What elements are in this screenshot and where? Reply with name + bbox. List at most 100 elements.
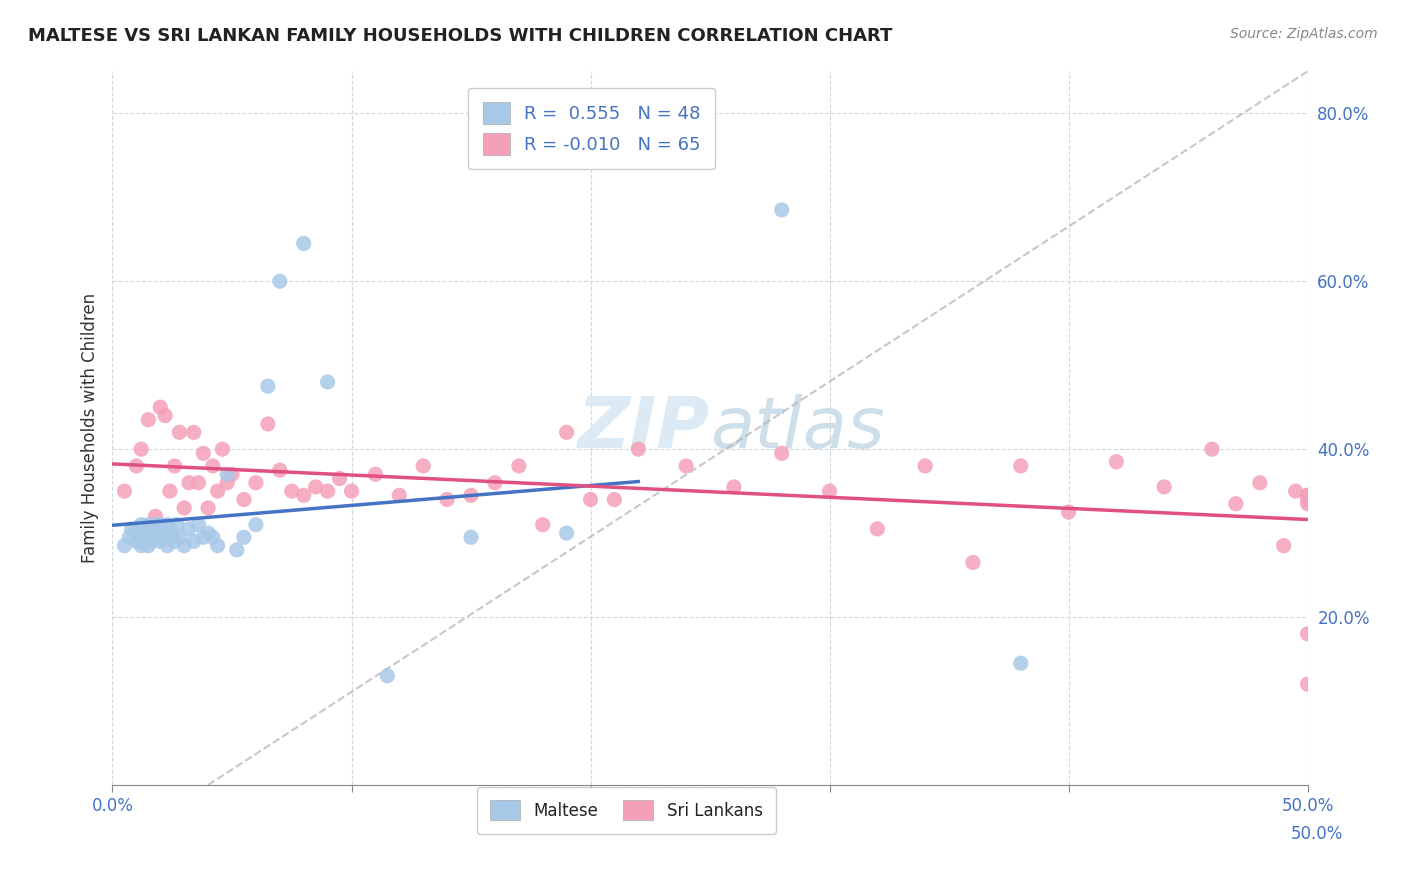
Point [145, 517, 167, 532]
Point [187, 517, 209, 532]
Point [177, 522, 200, 536]
Point [257, 417, 280, 431]
Point [149, 400, 172, 414]
Point [1296, 492, 1319, 507]
Legend: Maltese, Sri Lankans: Maltese, Sri Lankans [477, 787, 776, 834]
Point [1296, 677, 1319, 691]
Point [166, 517, 188, 532]
Point [169, 530, 191, 544]
Point [508, 458, 530, 473]
Point [866, 522, 889, 536]
Point [207, 484, 229, 499]
Point [169, 425, 191, 440]
Point [114, 539, 135, 553]
Point [1296, 488, 1319, 502]
Point [603, 492, 626, 507]
Point [233, 492, 256, 507]
Point [173, 500, 195, 515]
Point [187, 475, 209, 490]
Point [1272, 539, 1295, 553]
Point [818, 484, 841, 499]
Point [269, 274, 291, 288]
Point [129, 442, 152, 457]
Point [1296, 488, 1319, 502]
Point [579, 492, 602, 507]
Point [183, 425, 205, 440]
Point [138, 517, 160, 532]
Point [211, 442, 233, 457]
Point [269, 463, 291, 477]
Point [675, 458, 697, 473]
Point [1201, 442, 1223, 457]
Point [555, 425, 578, 440]
Point [1285, 484, 1308, 499]
Point [329, 471, 352, 485]
Point [138, 413, 160, 427]
Point [149, 517, 172, 532]
Point [149, 534, 172, 549]
Point [460, 488, 482, 502]
Point [197, 500, 219, 515]
Point [1010, 657, 1032, 671]
Point [193, 446, 215, 460]
Point [292, 236, 315, 251]
Point [225, 542, 247, 557]
Point [245, 517, 267, 532]
Point [153, 409, 176, 423]
Point [177, 475, 200, 490]
Text: atlas: atlas [710, 393, 884, 463]
Point [159, 530, 181, 544]
Point [305, 480, 328, 494]
Point [142, 522, 165, 536]
Point [962, 556, 984, 570]
Point [377, 669, 399, 683]
Point [193, 530, 215, 544]
Point [129, 517, 152, 532]
Point [436, 492, 458, 507]
Point [125, 458, 148, 473]
Point [121, 522, 143, 536]
Point [484, 475, 506, 490]
Text: ZIP: ZIP [578, 393, 710, 463]
Point [412, 458, 434, 473]
Point [555, 526, 578, 541]
Point [723, 480, 745, 494]
Point [770, 446, 793, 460]
Point [1153, 480, 1175, 494]
Point [245, 475, 267, 490]
Point [531, 517, 554, 532]
Point [173, 539, 195, 553]
Text: MALTESE VS SRI LANKAN FAMILY HOUSEHOLDS WITH CHILDREN CORRELATION CHART: MALTESE VS SRI LANKAN FAMILY HOUSEHOLDS … [28, 27, 893, 45]
Point [207, 539, 229, 553]
Point [1296, 627, 1319, 641]
Point [1105, 455, 1128, 469]
Point [132, 530, 155, 544]
Point [627, 442, 650, 457]
Point [118, 530, 141, 544]
Point [153, 526, 176, 541]
Point [316, 484, 339, 499]
Point [1249, 475, 1271, 490]
Point [201, 530, 224, 544]
Point [156, 517, 179, 532]
Point [1296, 497, 1319, 511]
Point [139, 534, 162, 549]
Point [217, 467, 239, 482]
Point [1057, 505, 1080, 519]
Point [114, 484, 135, 499]
Point [152, 530, 174, 544]
Point [125, 526, 148, 541]
Point [257, 379, 280, 393]
Point [201, 458, 224, 473]
Point [340, 484, 363, 499]
Point [364, 467, 387, 482]
Point [125, 534, 148, 549]
Point [162, 526, 183, 541]
Point [138, 539, 160, 553]
Point [221, 467, 243, 482]
Point [197, 526, 219, 541]
Point [460, 530, 482, 544]
Point [146, 526, 169, 541]
Point [156, 539, 179, 553]
Text: Source: ZipAtlas.com: Source: ZipAtlas.com [1230, 27, 1378, 41]
